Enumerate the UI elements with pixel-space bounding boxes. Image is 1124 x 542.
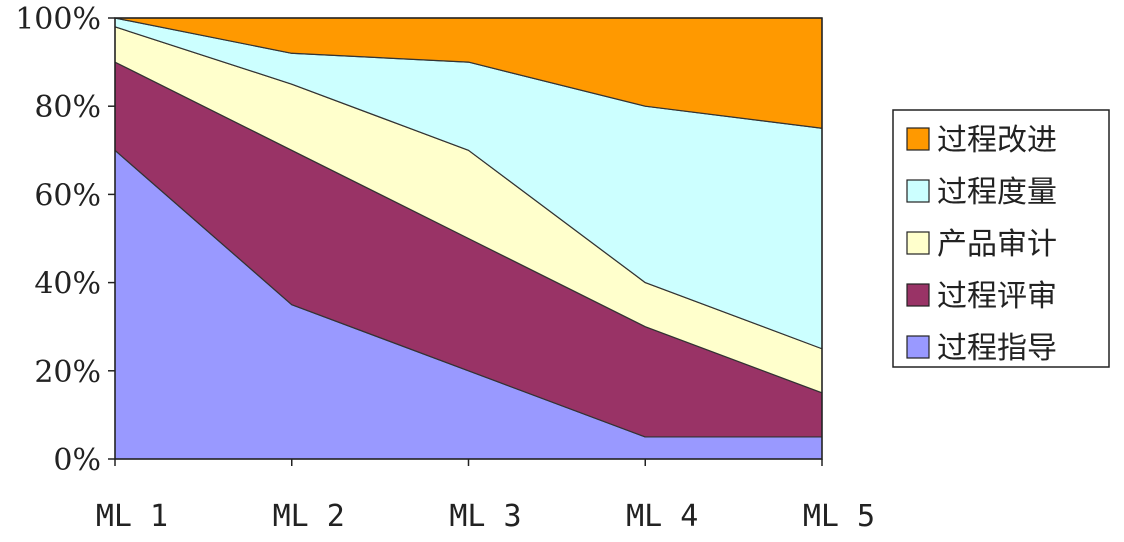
x-tick-label: ML 5	[803, 499, 875, 534]
x-tick-label: ML 2	[273, 499, 345, 534]
y-tick-label: 40%	[34, 267, 101, 302]
axes: 0% 20% 40% 60% 80% 100% ML 1 ML 2 ML 3 ML 4 ML 5	[15, 2, 875, 534]
legend-label: 过程改进	[937, 123, 1057, 158]
legend-swatch	[906, 231, 930, 255]
legend-label: 过程指导	[937, 331, 1057, 366]
legend-swatch	[906, 283, 930, 307]
y-tick-label: 100%	[15, 2, 101, 37]
legend-swatch	[906, 127, 930, 151]
y-tick-label: 0%	[53, 443, 101, 478]
x-tick-label: ML 1	[96, 499, 168, 534]
legend-label: 过程度量	[937, 175, 1057, 210]
legend-label: 产品审计	[937, 227, 1057, 262]
legend-swatch	[906, 179, 930, 203]
plot-areas	[114, 17, 823, 460]
y-tick-label: 60%	[34, 178, 101, 213]
x-tick-label: ML 3	[449, 499, 521, 534]
legend-label: 过程评审	[937, 279, 1057, 314]
x-tick-label: ML 4	[626, 499, 698, 534]
y-tick-label: 80%	[34, 90, 101, 125]
legend-swatch	[906, 335, 930, 359]
y-tick-label: 20%	[34, 355, 101, 390]
